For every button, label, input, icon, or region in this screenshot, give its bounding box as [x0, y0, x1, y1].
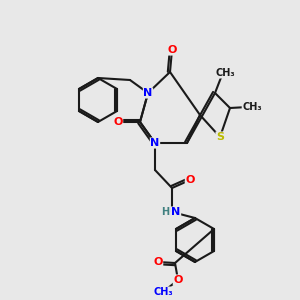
Text: CH₃: CH₃ — [242, 102, 262, 112]
Text: O: O — [153, 257, 163, 267]
Text: S: S — [216, 132, 224, 142]
Text: CH₃: CH₃ — [153, 287, 173, 297]
Text: H: H — [161, 207, 169, 217]
Text: O: O — [167, 45, 177, 55]
Text: N: N — [171, 207, 181, 217]
Text: N: N — [150, 138, 160, 148]
Text: O: O — [173, 275, 183, 285]
Text: O: O — [113, 117, 123, 127]
Text: N: N — [143, 88, 153, 98]
Text: CH₃: CH₃ — [215, 68, 235, 78]
Text: O: O — [185, 175, 195, 185]
